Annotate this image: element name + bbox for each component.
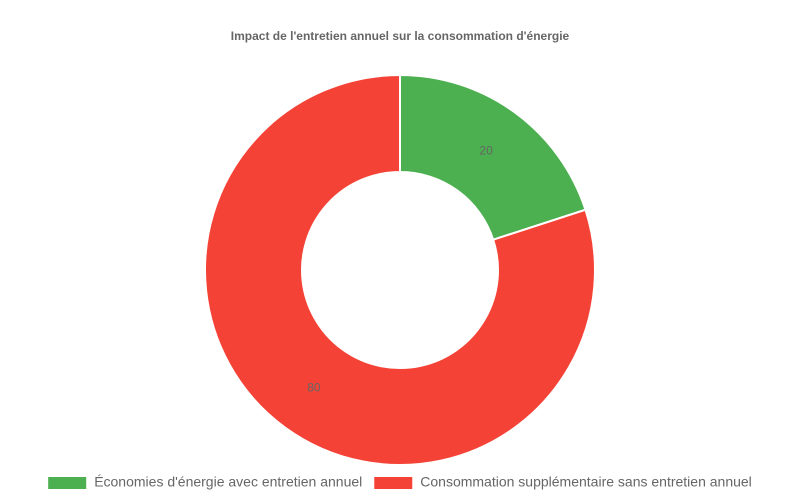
legend-swatch: [374, 477, 413, 489]
legend-label: Consommation supplémentaire sans entreti…: [420, 474, 752, 490]
data-label: 20: [479, 144, 493, 158]
legend-label: Économies d'énergie avec entretien annue…: [94, 474, 362, 490]
chart-title: Impact de l'entretien annuel sur la cons…: [231, 29, 570, 43]
slice: [399, 73, 587, 241]
slice: [204, 73, 596, 466]
legend-swatch: [48, 477, 87, 489]
data-label: 80: [307, 381, 321, 395]
